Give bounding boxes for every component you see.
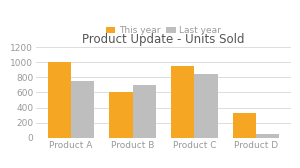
Bar [71,81,94,138]
Bar [171,66,194,138]
Bar [232,113,256,138]
Bar [194,74,218,138]
Legend: This year, Last year: This year, Last year [102,23,225,39]
Bar [256,134,279,138]
Bar [133,85,156,138]
Title: Product Update - Units Sold: Product Update - Units Sold [82,33,245,46]
Bar [48,62,71,138]
Bar [109,92,133,138]
